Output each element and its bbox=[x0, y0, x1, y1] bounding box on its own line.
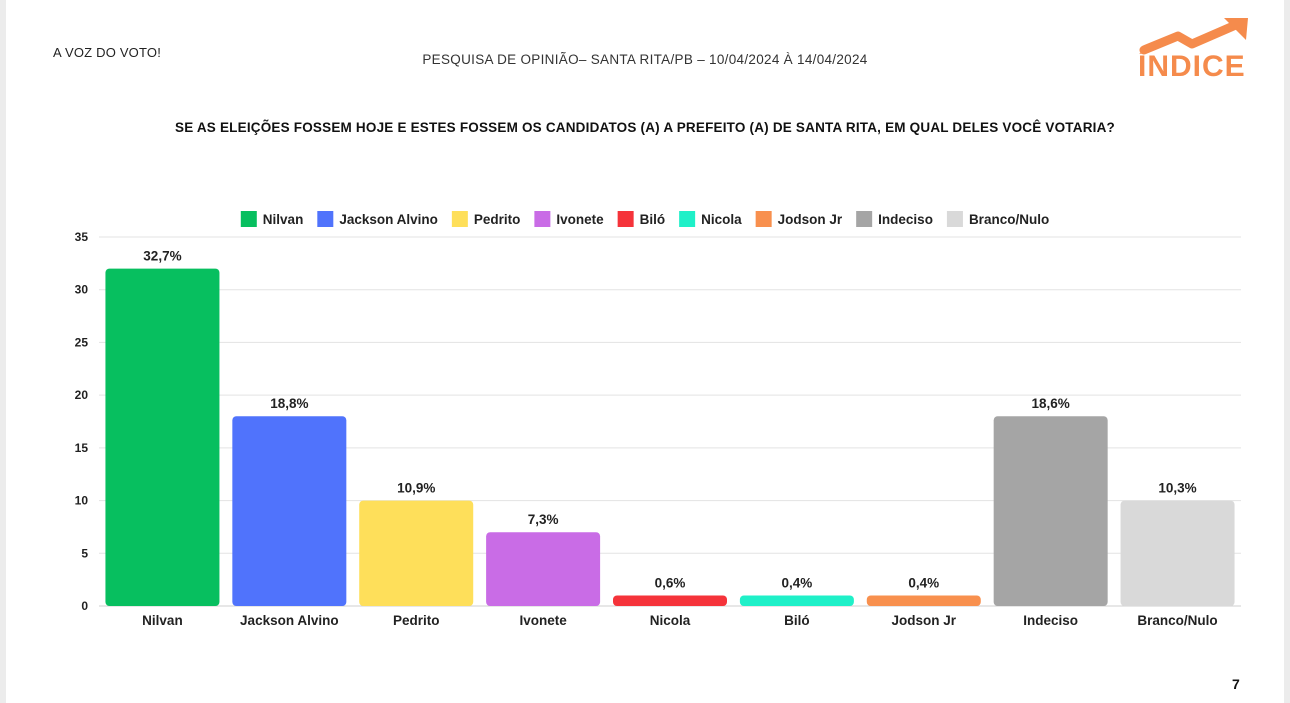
data-label: 10,3% bbox=[1158, 481, 1196, 496]
x-category-label: Nicola bbox=[650, 613, 691, 628]
x-category-label: Ivonete bbox=[519, 613, 567, 628]
bar-pedrito bbox=[359, 500, 474, 606]
legend-swatch bbox=[240, 211, 257, 227]
logo-text: ÍNDICE bbox=[1138, 50, 1246, 83]
data-label: 10,9% bbox=[397, 481, 435, 496]
legend-swatch bbox=[946, 211, 963, 227]
y-tick-label: 30 bbox=[75, 283, 89, 297]
data-label: 0,6% bbox=[655, 575, 686, 590]
legend-entry-label: Nilvan bbox=[263, 212, 304, 227]
survey-header-title: PESQUISA DE OPINIÃO– SANTA RITA/PB – 10/… bbox=[422, 52, 868, 67]
bar-chart: Nilvan Jackson Alvino Pedrito Ivonete Biló Ni… bbox=[75, 211, 1241, 628]
legend-entry-label: Biló bbox=[640, 212, 666, 227]
legend-entry-label: Ivonete bbox=[556, 212, 604, 227]
x-category-label: Jackson Alvino bbox=[240, 613, 339, 628]
data-label: 0,4% bbox=[781, 575, 812, 590]
x-category-label: Biló bbox=[784, 613, 810, 628]
chart-legend: Nilvan Jackson Alvino Pedrito Ivonete Biló Ni… bbox=[240, 211, 1049, 227]
x-category-label: Pedrito bbox=[393, 613, 440, 628]
y-tick-label: 10 bbox=[75, 494, 89, 508]
chart-title: SE AS ELEIÇÕES FOSSEM HOJE E ESTES FOSSE… bbox=[175, 120, 1115, 135]
y-axis: 0 5 10 15 20 25 30 35 bbox=[75, 230, 89, 613]
trend-arrow-icon bbox=[1139, 18, 1248, 55]
x-axis: Nilvan Jackson Alvino Pedrito Ivonete Nicola… bbox=[142, 613, 1218, 628]
bar-bil- bbox=[739, 595, 854, 606]
indice-logo: ÍNDICE bbox=[1126, 14, 1276, 86]
bar-indeciso bbox=[993, 416, 1108, 606]
legend-swatch bbox=[534, 211, 551, 227]
x-category-label: Jodson Jr bbox=[892, 613, 957, 628]
x-category-label: Indeciso bbox=[1023, 613, 1078, 628]
brand-tagline: A VOZ DO VOTO! bbox=[53, 45, 162, 60]
legend-swatch bbox=[617, 211, 634, 227]
bar-branco-nulo bbox=[1120, 500, 1235, 606]
legend-entry-label: Jodson Jr bbox=[778, 212, 843, 227]
data-label: 18,8% bbox=[270, 396, 308, 411]
bar-nicola bbox=[613, 595, 727, 606]
legend-entry-label: Branco/Nulo bbox=[969, 212, 1049, 227]
y-tick-label: 0 bbox=[81, 599, 88, 613]
chart-bars bbox=[105, 268, 1235, 606]
legend-swatch bbox=[451, 211, 468, 227]
bar-jackson-alvino bbox=[232, 416, 347, 606]
data-label: 0,4% bbox=[908, 575, 939, 590]
page-number: 7 bbox=[1232, 676, 1240, 692]
bar-nilvan bbox=[105, 268, 220, 606]
bar-ivonete bbox=[486, 532, 601, 606]
legend-swatch bbox=[317, 211, 334, 227]
legend-entry-label: Pedrito bbox=[474, 212, 521, 227]
legend-entry-label: Jackson Alvino bbox=[339, 212, 438, 227]
legend-entry-label: Indeciso bbox=[878, 212, 933, 227]
legend-entry-label: Nicola bbox=[701, 212, 742, 227]
x-category-label: Nilvan bbox=[142, 613, 183, 628]
legend-swatch bbox=[755, 211, 772, 227]
y-tick-label: 5 bbox=[81, 546, 88, 560]
data-label: 18,6% bbox=[1032, 396, 1070, 411]
y-tick-label: 35 bbox=[75, 230, 89, 244]
legend-swatch bbox=[856, 211, 873, 227]
data-label: 7,3% bbox=[528, 512, 559, 527]
slide-page: A VOZ DO VOTO! PESQUISA DE OPINIÃO– SANT… bbox=[6, 0, 1284, 703]
y-tick-label: 15 bbox=[75, 441, 89, 455]
bar-jodson-jr bbox=[866, 595, 981, 606]
data-labels: 32,7% 18,8% 10,9% 7,3% 0,6% 0,4% 0,4% 18,6% 10,3… bbox=[143, 249, 1196, 591]
y-tick-label: 20 bbox=[75, 388, 89, 402]
y-tick-label: 25 bbox=[75, 335, 89, 349]
x-category-label: Branco/Nulo bbox=[1137, 613, 1217, 628]
data-label: 32,7% bbox=[143, 249, 181, 264]
legend-swatch bbox=[679, 211, 696, 227]
